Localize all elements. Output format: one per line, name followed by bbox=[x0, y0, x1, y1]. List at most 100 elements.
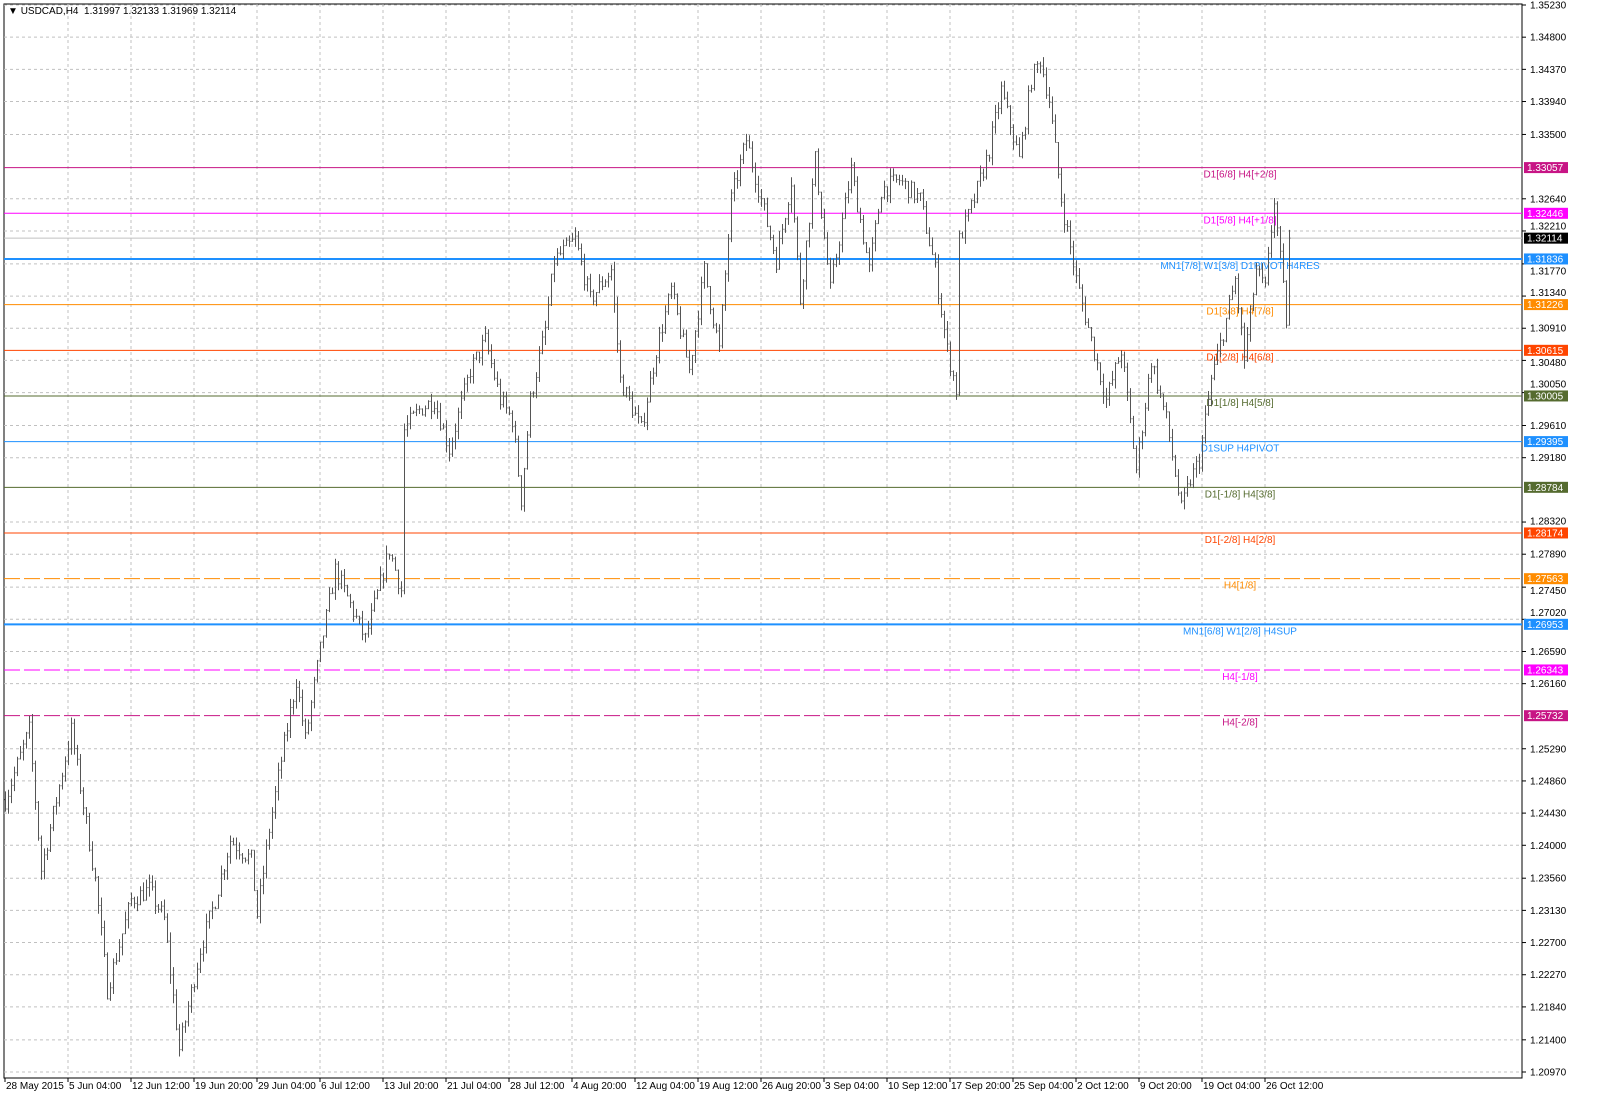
ohlc-bar bbox=[775, 246, 778, 274]
ohlc-bar bbox=[169, 932, 172, 984]
ohlc-bar bbox=[469, 368, 472, 384]
x-tick-label: 25 Sep 04:00 bbox=[1014, 1081, 1074, 1092]
ohlc-bar bbox=[1075, 260, 1078, 284]
ohlc-bar bbox=[916, 187, 919, 203]
y-tick-label: 1.35230 bbox=[1530, 1, 1567, 12]
ohlc-bar bbox=[1237, 273, 1240, 314]
x-tick-label: 3 Sep 04:00 bbox=[825, 1081, 879, 1092]
ohlc-bar bbox=[970, 199, 973, 214]
ohlc-bar bbox=[1078, 267, 1081, 289]
ohlc-bar bbox=[859, 207, 862, 223]
ohlc-bar bbox=[205, 913, 208, 954]
ohlc-bar bbox=[43, 848, 46, 880]
ohlc-bar bbox=[931, 237, 934, 256]
ohlc-bar bbox=[211, 901, 214, 920]
chart-frame bbox=[3, 3, 1523, 1079]
ohlc-bar bbox=[484, 326, 487, 343]
price-tag bbox=[1524, 573, 1568, 585]
ohlc-bar bbox=[895, 174, 898, 183]
ohlc-bar bbox=[667, 293, 670, 315]
ohlc-bar bbox=[121, 933, 124, 956]
ohlc-bar bbox=[1270, 225, 1273, 258]
time-axis[interactable]: 28 May 2015 5 Jun 04:00 12 Jun 12:00 19 Jun… bbox=[4, 1078, 1324, 1092]
ohlc-bar bbox=[1000, 81, 1003, 115]
ohlc-bar bbox=[223, 869, 226, 881]
ohlc-bar bbox=[610, 264, 613, 281]
ohlc-bar bbox=[10, 778, 13, 804]
ohlc-bar bbox=[103, 920, 106, 958]
level-label: D1[2/8] H4[6/8] bbox=[1206, 352, 1273, 363]
ohlc-bar bbox=[685, 329, 688, 358]
ohlc-bar bbox=[565, 237, 568, 247]
ohlc-bar bbox=[88, 812, 91, 852]
ohlc-bar bbox=[1147, 373, 1150, 411]
ohlc-bar bbox=[148, 874, 151, 897]
y-tick-label: 1.30480 bbox=[1530, 358, 1567, 369]
ohlc-bar bbox=[490, 344, 493, 369]
ohlc-bar bbox=[220, 865, 223, 897]
ohlc-bar bbox=[1177, 469, 1180, 496]
ohlc-bar bbox=[760, 188, 763, 207]
ohlc-bar bbox=[271, 807, 274, 839]
ohlc-readout: 1.31997 1.32133 1.31969 1.32114 bbox=[84, 6, 237, 17]
ohlc-bar bbox=[496, 371, 499, 387]
ohlc-bar bbox=[673, 282, 676, 300]
price-tag-label: 1.28784 bbox=[1527, 483, 1564, 494]
y-tick-label: 1.24860 bbox=[1530, 776, 1567, 787]
ohlc-bar bbox=[1123, 351, 1126, 373]
ohlc-bar bbox=[1150, 363, 1153, 383]
x-tick-label: 29 Jun 04:00 bbox=[258, 1081, 316, 1092]
ohlc-bar bbox=[361, 610, 364, 641]
ohlc-bar bbox=[1189, 479, 1192, 487]
ohlc-bar bbox=[1117, 357, 1120, 364]
ohlc-bar bbox=[13, 766, 16, 792]
ohlc-bar bbox=[352, 600, 355, 622]
price-bars bbox=[4, 57, 1291, 1057]
ohlc-bar bbox=[1210, 374, 1213, 407]
ohlc-bar bbox=[376, 589, 379, 600]
ohlc-bar bbox=[994, 104, 997, 134]
ohlc-bar bbox=[394, 556, 397, 571]
ohlc-bar bbox=[868, 247, 871, 273]
level-label: H4[-2/8] bbox=[1222, 718, 1258, 729]
ohlc-bar bbox=[1183, 487, 1186, 510]
price-tag-label: 1.26953 bbox=[1527, 620, 1564, 631]
ohlc-bar bbox=[1201, 435, 1204, 472]
ohlc-bar bbox=[817, 148, 820, 196]
ohlc-bar bbox=[64, 756, 67, 782]
ohlc-bar bbox=[253, 849, 256, 892]
y-tick-label: 1.32640 bbox=[1530, 194, 1567, 205]
ohlc-bar bbox=[889, 168, 892, 204]
ohlc-bar bbox=[439, 402, 442, 431]
ohlc-bar bbox=[580, 243, 583, 266]
chart-header: ▼ USDCAD,H4 1.31997 1.32133 1.31969 1.32… bbox=[8, 6, 236, 17]
ohlc-bar bbox=[1243, 322, 1246, 369]
x-tick-label: 13 Jul 20:00 bbox=[384, 1081, 439, 1092]
ohlc-bar bbox=[592, 289, 595, 306]
ohlc-bar bbox=[70, 717, 73, 755]
ohlc-bar bbox=[136, 896, 139, 912]
ohlc-bar bbox=[691, 354, 694, 376]
level-label: D1[6/8] H4[+2/8] bbox=[1203, 170, 1276, 181]
ohlc-bar bbox=[919, 192, 922, 202]
ohlc-bar bbox=[1114, 361, 1117, 389]
ohlc-bar bbox=[1084, 296, 1087, 326]
y-tick-label: 1.28320 bbox=[1530, 516, 1567, 527]
ohlc-bar bbox=[718, 324, 721, 353]
ohlc-bar bbox=[1162, 393, 1165, 411]
ohlc-bar bbox=[1009, 105, 1012, 136]
ohlc-bar bbox=[1072, 240, 1075, 276]
dropdown-arrow-icon[interactable]: ▼ bbox=[8, 6, 18, 17]
y-tick-label: 1.31770 bbox=[1530, 266, 1567, 277]
ohlc-bar bbox=[748, 135, 751, 149]
ohlc-bar bbox=[658, 326, 661, 364]
y-tick-label: 1.27020 bbox=[1530, 608, 1567, 619]
ohlc-bar bbox=[877, 208, 880, 225]
ohlc-bar bbox=[49, 824, 52, 852]
ohlc-bar bbox=[1126, 362, 1129, 401]
ohlc-bar bbox=[421, 408, 424, 416]
ohlc-bar bbox=[805, 240, 808, 290]
ohlc-bar bbox=[853, 161, 856, 187]
ohlc-bar bbox=[655, 355, 658, 377]
